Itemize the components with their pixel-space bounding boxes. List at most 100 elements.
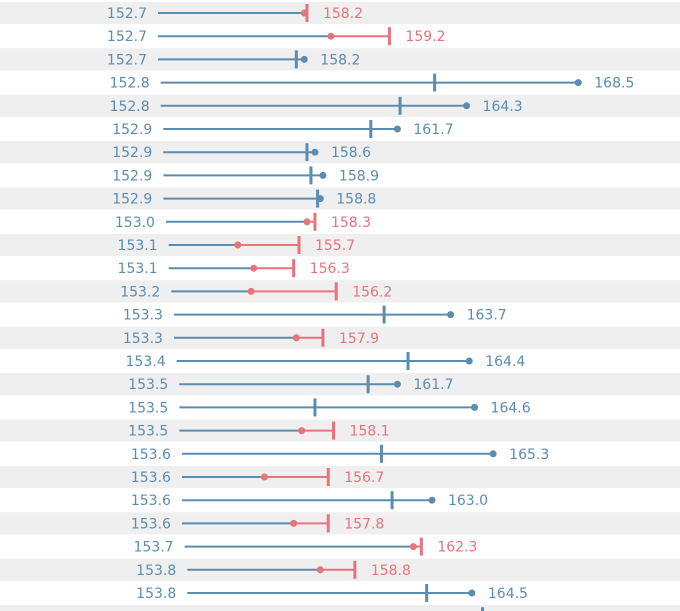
row-band [0, 512, 680, 535]
chart-row: 152.9 161.7 [112, 120, 453, 138]
chart-row: 152.8 164.3 [0, 94, 680, 117]
start-value-label: 153.1 [118, 238, 158, 254]
end-value-label: 164.6 [491, 400, 531, 416]
end-dot [393, 380, 401, 388]
chart-row: 152.7 158.2 [0, 48, 680, 71]
chart-row: 153.2 156.2 [0, 280, 680, 303]
end-value-label: 158.2 [320, 52, 360, 68]
target-tick [326, 514, 330, 533]
start-value-label: 153.3 [123, 331, 163, 347]
target-tick [334, 282, 338, 301]
chart-row: 153.1 155.7 [0, 233, 680, 257]
target-tick [406, 352, 410, 370]
start-value-label: 153.5 [128, 424, 168, 440]
start-value-label: 153.2 [120, 284, 160, 300]
end-dot [292, 334, 300, 342]
chart-row: 153.6 157.8 [0, 512, 680, 535]
target-tick [313, 398, 317, 417]
chart-row: 153.4 164.4 [126, 352, 525, 370]
end-dot [463, 102, 471, 110]
start-value-label: 153.6 [131, 447, 171, 463]
row-band [0, 48, 680, 71]
target-tick [382, 305, 386, 324]
end-dot [234, 241, 242, 249]
target-tick [379, 444, 383, 463]
end-value-label: 159.2 [405, 29, 445, 45]
end-value-label: 158.8 [371, 563, 411, 579]
chart-row: 153.5 158.1 [0, 419, 680, 442]
start-value-label: 153.5 [128, 377, 168, 393]
end-value-label: 164.5 [488, 586, 528, 602]
end-dot [247, 287, 255, 295]
start-value-label: 152.9 [112, 168, 152, 184]
end-dot [316, 566, 324, 574]
end-value-label: 163.0 [448, 493, 488, 509]
start-value-label: 152.9 [112, 192, 152, 208]
end-value-label: 164.3 [483, 99, 523, 115]
chart-row: 152.8 168.5 [110, 73, 634, 92]
chart-row: 152.7 159.2 [107, 27, 446, 46]
row-band-partial [0, 605, 680, 611]
start-value-label: 153.6 [131, 470, 171, 486]
start-value-label: 152.8 [110, 76, 150, 92]
end-dot [409, 543, 417, 551]
end-dot [489, 450, 497, 458]
end-dot [465, 357, 473, 365]
end-value-label: 164.4 [485, 354, 525, 370]
row-band [0, 326, 680, 349]
end-value-label: 158.3 [331, 215, 371, 231]
end-value-label: 161.7 [413, 377, 453, 393]
start-value-label: 152.9 [112, 122, 152, 138]
row-band [0, 187, 680, 210]
target-tick [353, 560, 357, 579]
end-value-label: 163.7 [467, 308, 507, 324]
chart-row: 153.6 156.7 [0, 465, 680, 489]
chart-row: 153.5 164.6 [128, 398, 531, 417]
end-dot [250, 264, 258, 272]
start-value-label: 153.5 [128, 400, 168, 416]
chart-row: 153.1 156.3 [118, 259, 350, 278]
end-value-label: 168.5 [594, 76, 634, 92]
start-value-label: 152.9 [112, 145, 152, 161]
end-dot [468, 589, 476, 597]
target-tick [297, 236, 301, 254]
end-dot [428, 496, 436, 504]
target-tick [387, 27, 391, 46]
end-dot [300, 55, 308, 63]
end-dot [260, 473, 268, 481]
end-value-label: 157.8 [344, 516, 384, 532]
row-band [0, 419, 680, 442]
target-tick [313, 212, 317, 231]
start-value-label: 153.7 [134, 540, 174, 556]
end-value-label: 158.6 [331, 145, 371, 161]
end-value-label: 157.9 [339, 331, 379, 347]
end-value-label: 165.3 [509, 447, 549, 463]
end-dot [300, 9, 308, 17]
chart-row: 153.6 163.0 [131, 491, 488, 510]
chart-row: 152.9 158.8 [0, 187, 680, 210]
chart-row: 153.3 163.7 [123, 305, 507, 324]
end-value-label: 158.9 [339, 168, 379, 184]
start-value-label: 152.7 [107, 29, 147, 45]
end-value-label: 158.1 [350, 424, 390, 440]
start-value-label: 153.1 [118, 261, 158, 277]
end-dot [319, 171, 327, 179]
end-dot [574, 79, 582, 87]
target-tick [294, 50, 298, 69]
target-tick [369, 120, 373, 138]
start-value-label: 153.3 [123, 308, 163, 324]
row-band [0, 280, 680, 303]
target-tick [390, 491, 394, 510]
end-value-label: 162.3 [437, 540, 477, 556]
target-tick [332, 421, 336, 440]
chart-row: 152.9 158.9 [112, 166, 379, 185]
target-tick [433, 73, 437, 92]
start-value-label: 153.8 [136, 586, 176, 602]
row-band [0, 465, 680, 489]
end-dot [303, 218, 311, 226]
target-tick [292, 259, 296, 278]
end-dot [298, 427, 306, 435]
start-value-label: 152.7 [107, 6, 147, 22]
end-value-label: 155.7 [315, 238, 355, 254]
